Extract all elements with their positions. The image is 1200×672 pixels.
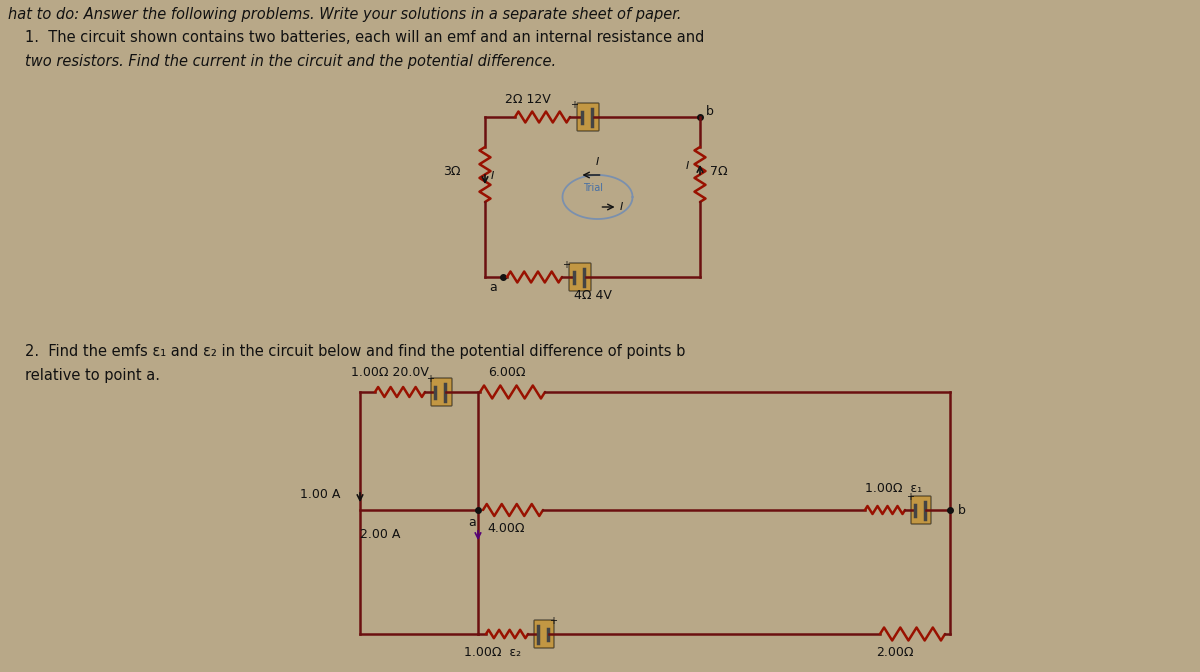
Text: I: I bbox=[686, 161, 689, 171]
Text: 1.  The circuit shown contains two batteries, each will an emf and an internal r: 1. The circuit shown contains two batter… bbox=[25, 30, 704, 45]
Text: relative to point a.: relative to point a. bbox=[25, 368, 160, 383]
Text: hat to do: Answer the following problems. Write your solutions in a separate she: hat to do: Answer the following problems… bbox=[8, 7, 682, 22]
Text: a: a bbox=[490, 281, 497, 294]
Text: I: I bbox=[619, 202, 623, 212]
FancyBboxPatch shape bbox=[534, 620, 554, 648]
Text: Trial: Trial bbox=[583, 183, 604, 193]
Text: b: b bbox=[706, 105, 714, 118]
Text: 1.00Ω  ε₁: 1.00Ω ε₁ bbox=[865, 482, 922, 495]
Text: I: I bbox=[491, 171, 494, 181]
FancyBboxPatch shape bbox=[431, 378, 452, 406]
Text: 2.  Find the emfs ε₁ and ε₂ in the circuit below and find the potential differen: 2. Find the emfs ε₁ and ε₂ in the circui… bbox=[25, 344, 685, 359]
Text: +: + bbox=[570, 100, 578, 110]
Text: 4.00Ω: 4.00Ω bbox=[487, 522, 524, 535]
FancyBboxPatch shape bbox=[569, 263, 590, 291]
Text: 1.00Ω 20.0V: 1.00Ω 20.0V bbox=[352, 366, 428, 379]
Text: b: b bbox=[958, 503, 966, 517]
FancyBboxPatch shape bbox=[577, 103, 599, 131]
Text: +: + bbox=[906, 492, 914, 502]
Text: 1.00Ω  ε₂: 1.00Ω ε₂ bbox=[464, 646, 522, 659]
Text: a: a bbox=[468, 516, 476, 529]
Text: 2Ω 12V: 2Ω 12V bbox=[505, 93, 551, 106]
Text: +: + bbox=[426, 374, 434, 384]
Text: 6.00Ω: 6.00Ω bbox=[488, 366, 526, 379]
Text: 2.00 A: 2.00 A bbox=[360, 528, 401, 541]
Text: 7Ω: 7Ω bbox=[710, 165, 727, 178]
Text: 1.00 A: 1.00 A bbox=[300, 488, 341, 501]
Text: 3Ω: 3Ω bbox=[443, 165, 461, 178]
Text: +: + bbox=[562, 260, 570, 270]
Text: +: + bbox=[550, 616, 557, 626]
Text: 4Ω 4V: 4Ω 4V bbox=[574, 289, 612, 302]
Text: two resistors. Find the current in the circuit and the potential difference.: two resistors. Find the current in the c… bbox=[25, 54, 556, 69]
Text: I: I bbox=[595, 157, 599, 167]
FancyBboxPatch shape bbox=[911, 496, 931, 524]
Text: 2.00Ω: 2.00Ω bbox=[876, 646, 913, 659]
